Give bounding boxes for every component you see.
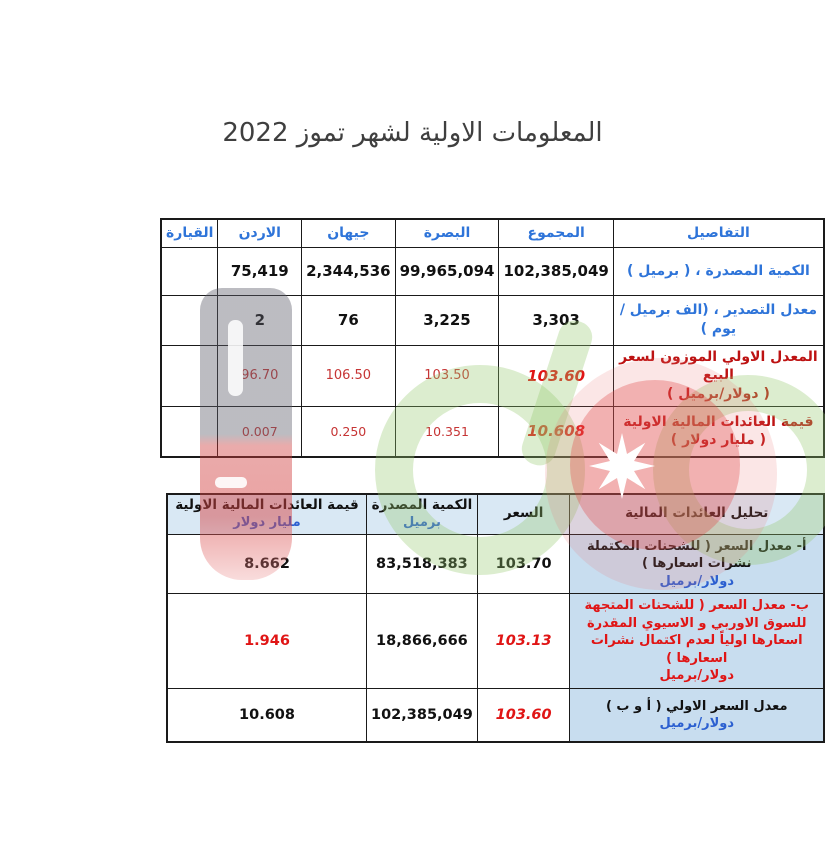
cell-jordan: 75,419 [217,246,303,296]
col-header-quantity: الكمية المصدرة برميل [366,493,478,535]
table-row: ب- معدل السعر ( للشحنات المتجهة للسوق ال… [166,593,825,689]
cell-analysis: معدل السعر الاولي ( أ و ب ) دولار/برميل [569,687,825,743]
cell-analysis: ب- معدل السعر ( للشحنات المتجهة للسوق ال… [569,593,825,689]
watermark-white-dash [215,477,247,488]
detail-line1: المعدل الاولي الموزون لسعر البيع [619,348,818,384]
analysis-text: أ- معدل السعر ( للشحنات المكتملة نشرات ا… [587,538,807,572]
cell-analysis: أ- معدل السعر ( للشحنات المكتملة نشرات ا… [569,533,825,595]
analysis-unit: دولار/برميل [659,573,735,589]
analysis-unit: دولار/برميل [659,668,735,684]
cell-total: 102,385,049 [498,246,614,296]
cell-ceyhan: 0.250 [301,406,396,458]
table-header-row: التفاصيل المجموع البصرة جيهان الاردن الق… [160,218,825,248]
cell-basra: 99,965,094 [394,246,500,296]
cell-qayyarah [160,294,219,346]
col-header-value: قيمة العائدات المالية الاولية مليار دولا… [166,493,367,535]
revenue-analysis-table: تحليل العائدات المالية السعر الكمية المص… [166,493,825,744]
detail-line1: قيمة العائدات المالية الاولية [623,413,814,430]
header-line1: قيمة العائدات المالية الاولية [175,497,359,514]
table-row: معدل التصدير ، (الف برميل / يوم ) 3,303 … [160,294,825,346]
cell-details: قيمة العائدات المالية الاولية ( مليار دو… [612,406,825,458]
analysis-unit: دولار/برميل [659,716,735,732]
cell-jordan: 0.007 [217,406,303,458]
export-summary-table: التفاصيل المجموع البصرة جيهان الاردن الق… [160,218,825,458]
cell-basra: 10.351 [394,406,500,458]
col-header-qayyarah: القيارة [160,218,219,248]
cell-total: 3,303 [498,294,614,346]
cell-quantity: 102,385,049 [366,687,478,743]
page-title: المعلومات الاولية لشهر تموز 2022 [222,118,603,148]
cell-jordan: 96.70 [217,344,303,408]
cell-total: 10.608 [498,406,614,458]
cell-value: 1.946 [166,593,367,689]
cell-basra: 3,225 [394,294,500,346]
header-line2: برميل [402,514,441,530]
analysis-text: ب- معدل السعر ( للشحنات المتجهة للسوق ال… [584,598,809,666]
cell-value: 10.608 [166,687,367,743]
cell-qayyarah [160,344,219,408]
cell-qayyarah [160,246,219,296]
cell-ceyhan: 76 [301,294,396,346]
cell-ceyhan: 106.50 [301,344,396,408]
cell-price: 103.60 [476,687,571,743]
col-header-total: المجموع [498,218,614,248]
header-line2: مليار دولار [233,514,301,530]
col-header-details: التفاصيل [612,218,825,248]
table-row: الكمية المصدرة ، ( برميل ) 102,385,049 9… [160,246,825,296]
cell-price: 103.70 [476,533,571,595]
cell-details: المعدل الاولي الموزون لسعر البيع ( دولار… [612,344,825,408]
cell-price: 103.13 [476,593,571,689]
cell-value: 8.662 [166,533,367,595]
table-row: المعدل الاولي الموزون لسعر البيع ( دولار… [160,344,825,408]
col-header-price: السعر [476,493,571,535]
cell-ceyhan: 2,344,536 [301,246,396,296]
detail-line2: ( دولار/برميل ) [666,386,770,403]
table-row: معدل السعر الاولي ( أ و ب ) دولار/برميل … [166,687,825,743]
cell-qayyarah [160,406,219,458]
detail-line2: ( مليار دولار ) [670,432,767,449]
col-header-jordan: الاردن [217,218,303,248]
cell-details: معدل التصدير ، (الف برميل / يوم ) [612,294,825,346]
col-header-basra: البصرة [394,218,500,248]
cell-quantity: 18,866,666 [366,593,478,689]
table-row: أ- معدل السعر ( للشحنات المكتملة نشرات ا… [166,533,825,595]
analysis-text: معدل السعر الاولي ( أ و ب ) [605,698,788,714]
cell-total: 103.60 [498,344,614,408]
cell-jordan: 2 [217,294,303,346]
table-row: قيمة العائدات المالية الاولية ( مليار دو… [160,406,825,458]
cell-details: الكمية المصدرة ، ( برميل ) [612,246,825,296]
table-header-row: تحليل العائدات المالية السعر الكمية المص… [166,493,825,535]
col-header-analysis: تحليل العائدات المالية [569,493,825,535]
col-header-ceyhan: جيهان [301,218,396,248]
cell-basra: 103.50 [394,344,500,408]
cell-quantity: 83,518,383 [366,533,478,595]
header-line1: الكمية المصدرة [371,497,473,514]
